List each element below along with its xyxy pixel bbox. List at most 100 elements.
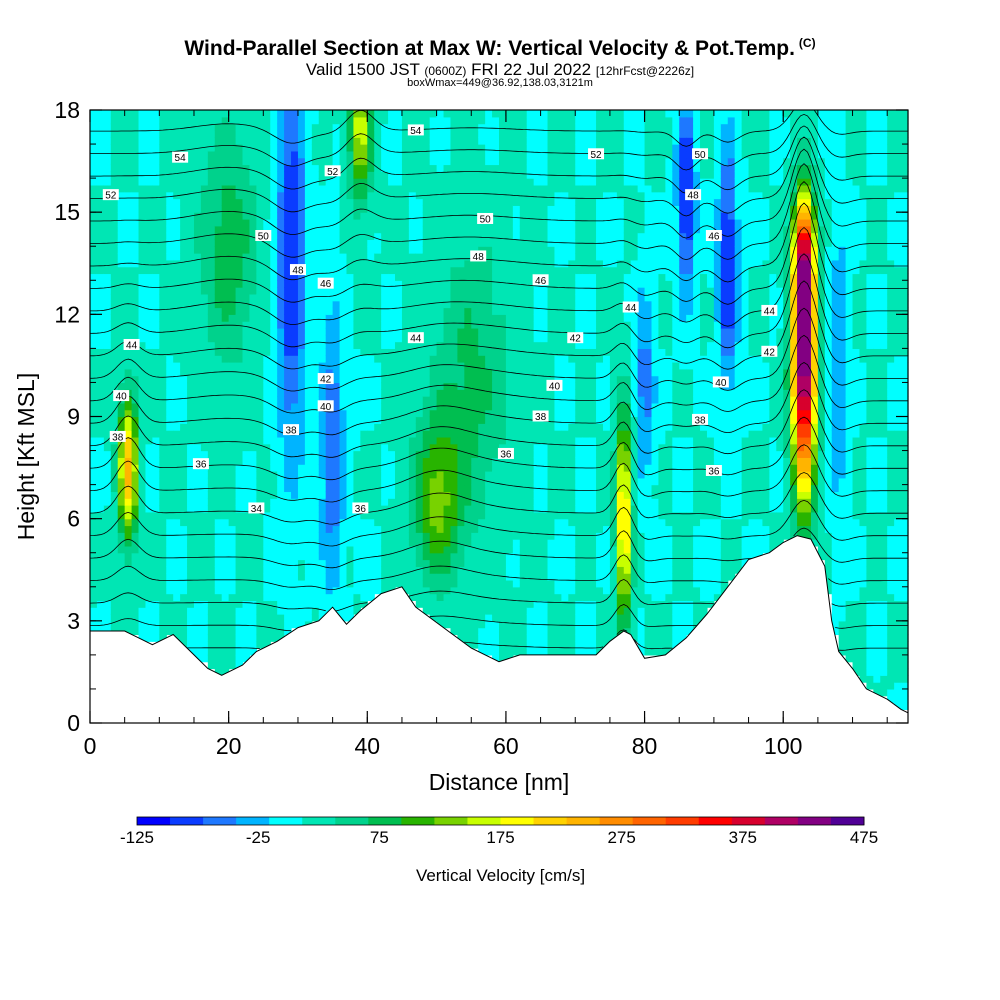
velocity-cell bbox=[408, 178, 417, 186]
velocity-cell bbox=[193, 627, 202, 636]
velocity-cell bbox=[207, 430, 216, 438]
velocity-cell bbox=[173, 144, 181, 152]
velocity-cell bbox=[256, 423, 264, 431]
velocity-cell bbox=[429, 579, 438, 588]
velocity-cell bbox=[519, 641, 528, 649]
velocity-cell bbox=[235, 470, 244, 479]
velocity-cell bbox=[180, 600, 188, 608]
velocity-cell bbox=[429, 430, 438, 438]
velocity-cell bbox=[291, 205, 299, 213]
velocity-cell bbox=[124, 253, 133, 261]
velocity-cell bbox=[395, 137, 403, 145]
velocity-cell bbox=[200, 382, 209, 390]
velocity-cell bbox=[124, 498, 133, 506]
velocity-cell bbox=[270, 627, 278, 636]
velocity-cell bbox=[200, 579, 209, 588]
velocity-cell bbox=[332, 532, 341, 540]
velocity-cell bbox=[436, 123, 445, 132]
velocity-cell bbox=[505, 614, 514, 622]
velocity-cell bbox=[429, 559, 438, 567]
velocity-cell bbox=[471, 287, 479, 295]
velocity-cell bbox=[450, 484, 458, 493]
velocity-cell bbox=[422, 355, 431, 363]
velocity-cell bbox=[318, 498, 327, 506]
velocity-cell bbox=[284, 327, 292, 336]
velocity-cell bbox=[187, 341, 195, 349]
velocity-cell bbox=[242, 416, 251, 424]
velocity-cell bbox=[173, 545, 181, 554]
velocity-cell bbox=[166, 314, 174, 322]
velocity-cell bbox=[464, 348, 472, 356]
velocity-cell bbox=[291, 253, 299, 261]
velocity-cell bbox=[117, 334, 126, 343]
velocity-cell bbox=[519, 457, 528, 465]
velocity-cell bbox=[415, 566, 424, 574]
velocity-cell bbox=[138, 559, 147, 567]
velocity-cell bbox=[180, 566, 188, 574]
velocity-cell bbox=[90, 178, 98, 186]
velocity-cell bbox=[200, 273, 209, 281]
velocity-cell bbox=[159, 409, 167, 418]
velocity-cell bbox=[124, 273, 133, 281]
velocity-cell bbox=[200, 362, 209, 370]
velocity-cell bbox=[242, 559, 251, 567]
velocity-cell bbox=[145, 600, 153, 608]
velocity-cell bbox=[90, 253, 98, 261]
velocity-cell bbox=[214, 532, 223, 540]
velocity-cell bbox=[200, 532, 209, 540]
velocity-cell bbox=[464, 205, 472, 213]
velocity-cell bbox=[291, 110, 299, 118]
velocity-cell bbox=[311, 573, 320, 581]
velocity-cell bbox=[270, 287, 278, 295]
velocity-cell bbox=[519, 164, 528, 172]
velocity-cell bbox=[297, 348, 306, 356]
velocity-cell bbox=[284, 205, 292, 213]
velocity-cell bbox=[270, 362, 278, 370]
velocity-cell bbox=[443, 157, 452, 166]
velocity-cell bbox=[374, 198, 382, 206]
velocity-cell bbox=[110, 423, 119, 431]
velocity-cell bbox=[408, 273, 417, 281]
velocity-cell bbox=[180, 443, 188, 452]
velocity-cell bbox=[173, 552, 181, 561]
velocity-cell bbox=[401, 457, 410, 465]
velocity-cell bbox=[304, 116, 313, 125]
velocity-cell bbox=[256, 164, 264, 172]
velocity-cell bbox=[485, 341, 493, 349]
velocity-cell bbox=[332, 559, 341, 567]
velocity-cell bbox=[131, 368, 140, 377]
velocity-cell bbox=[443, 123, 452, 132]
velocity-cell bbox=[332, 280, 341, 288]
velocity-cell bbox=[512, 511, 521, 520]
velocity-cell bbox=[395, 491, 403, 499]
velocity-cell bbox=[207, 150, 216, 159]
velocity-cell bbox=[512, 341, 521, 349]
velocity-cell bbox=[374, 525, 382, 533]
velocity-cell bbox=[277, 355, 285, 363]
velocity-cell bbox=[117, 198, 126, 206]
velocity-cell bbox=[152, 409, 160, 418]
velocity-cell bbox=[291, 116, 299, 125]
velocity-cell bbox=[519, 157, 528, 166]
velocity-cell bbox=[443, 314, 452, 322]
velocity-cell bbox=[436, 464, 445, 472]
velocity-cell bbox=[187, 586, 195, 595]
velocity-cell bbox=[450, 218, 458, 227]
velocity-cell bbox=[457, 232, 465, 241]
velocity-cell bbox=[367, 116, 375, 125]
velocity-cell bbox=[512, 586, 521, 595]
velocity-cell bbox=[526, 634, 535, 642]
velocity-cell bbox=[173, 505, 181, 513]
velocity-cell bbox=[291, 545, 299, 554]
velocity-cell bbox=[138, 123, 147, 132]
velocity-cell bbox=[360, 566, 368, 574]
velocity-cell bbox=[214, 327, 223, 336]
velocity-cell bbox=[311, 396, 320, 404]
velocity-cell bbox=[284, 144, 292, 152]
velocity-cell bbox=[249, 348, 257, 356]
velocity-cell bbox=[249, 266, 257, 275]
velocity-cell bbox=[526, 130, 535, 138]
velocity-cell bbox=[505, 409, 514, 418]
velocity-cell bbox=[519, 205, 528, 213]
velocity-cell bbox=[221, 266, 230, 275]
